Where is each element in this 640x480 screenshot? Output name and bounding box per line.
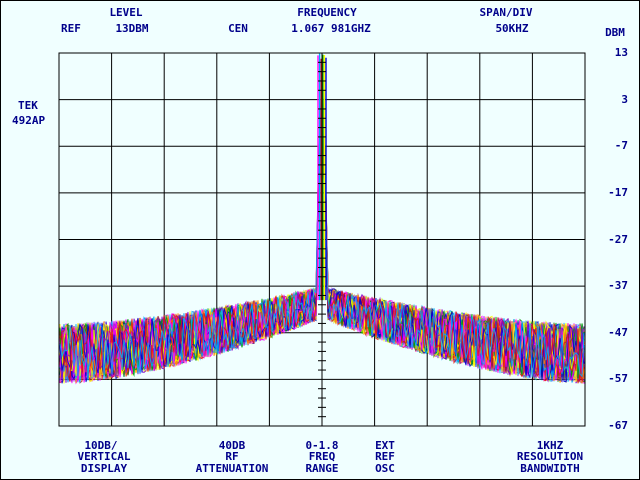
frequency-label: FREQUENCY	[297, 6, 357, 19]
level-value: 13DBM	[115, 22, 149, 35]
rf-attenuation-label2: ATTENUATION	[195, 462, 269, 475]
vertical-display-label2: DISPLAY	[80, 462, 128, 475]
y-tick-label: 3	[621, 92, 628, 106]
y-tick-label: -27	[608, 232, 628, 246]
resolution-bandwidth-value: 1KHZ	[536, 439, 564, 452]
y-tick-label: -67	[608, 419, 628, 432]
level-label: LEVEL	[109, 6, 143, 19]
instrument-make: TEK	[18, 99, 38, 112]
resolution-bandwidth-label1: RESOLUTION	[516, 450, 584, 463]
y-tick-label: 13	[614, 46, 628, 59]
resolution-bandwidth-label2: BANDWIDTH	[520, 462, 580, 475]
center-axis	[318, 53, 326, 426]
y-tick-label: -7	[614, 139, 628, 153]
ext-ref-label1: REF	[375, 450, 395, 463]
freq-range-label1: FREQ	[308, 450, 336, 463]
vertical-display-label1: VERTICAL	[77, 450, 131, 463]
ext-ref-value: EXT	[375, 439, 395, 452]
span-value: 50KHZ	[495, 22, 529, 35]
vertical-display-value: 10DB/	[84, 439, 118, 452]
frequency-value: 1.067 981GHZ	[291, 22, 371, 35]
cen-label: CEN	[228, 22, 248, 35]
y-tick-label: -47	[608, 325, 628, 339]
y-tick-label: -57	[608, 372, 628, 386]
y-tick-label: -17	[608, 185, 628, 199]
rf-attenuation-label1: RF	[225, 450, 239, 463]
y-tick-label: -37	[608, 279, 628, 293]
freq-range-label2: RANGE	[305, 462, 339, 475]
freq-range-value: 0-1.8	[305, 439, 339, 452]
span-label: SPAN/DIV	[479, 6, 533, 19]
ref-label: REF	[61, 22, 81, 35]
instrument-model: 492AP	[12, 114, 46, 127]
rf-attenuation-value: 40DB	[218, 439, 246, 452]
ext-ref-label2: OSC	[375, 462, 395, 475]
unit-label: DBM	[605, 26, 625, 39]
